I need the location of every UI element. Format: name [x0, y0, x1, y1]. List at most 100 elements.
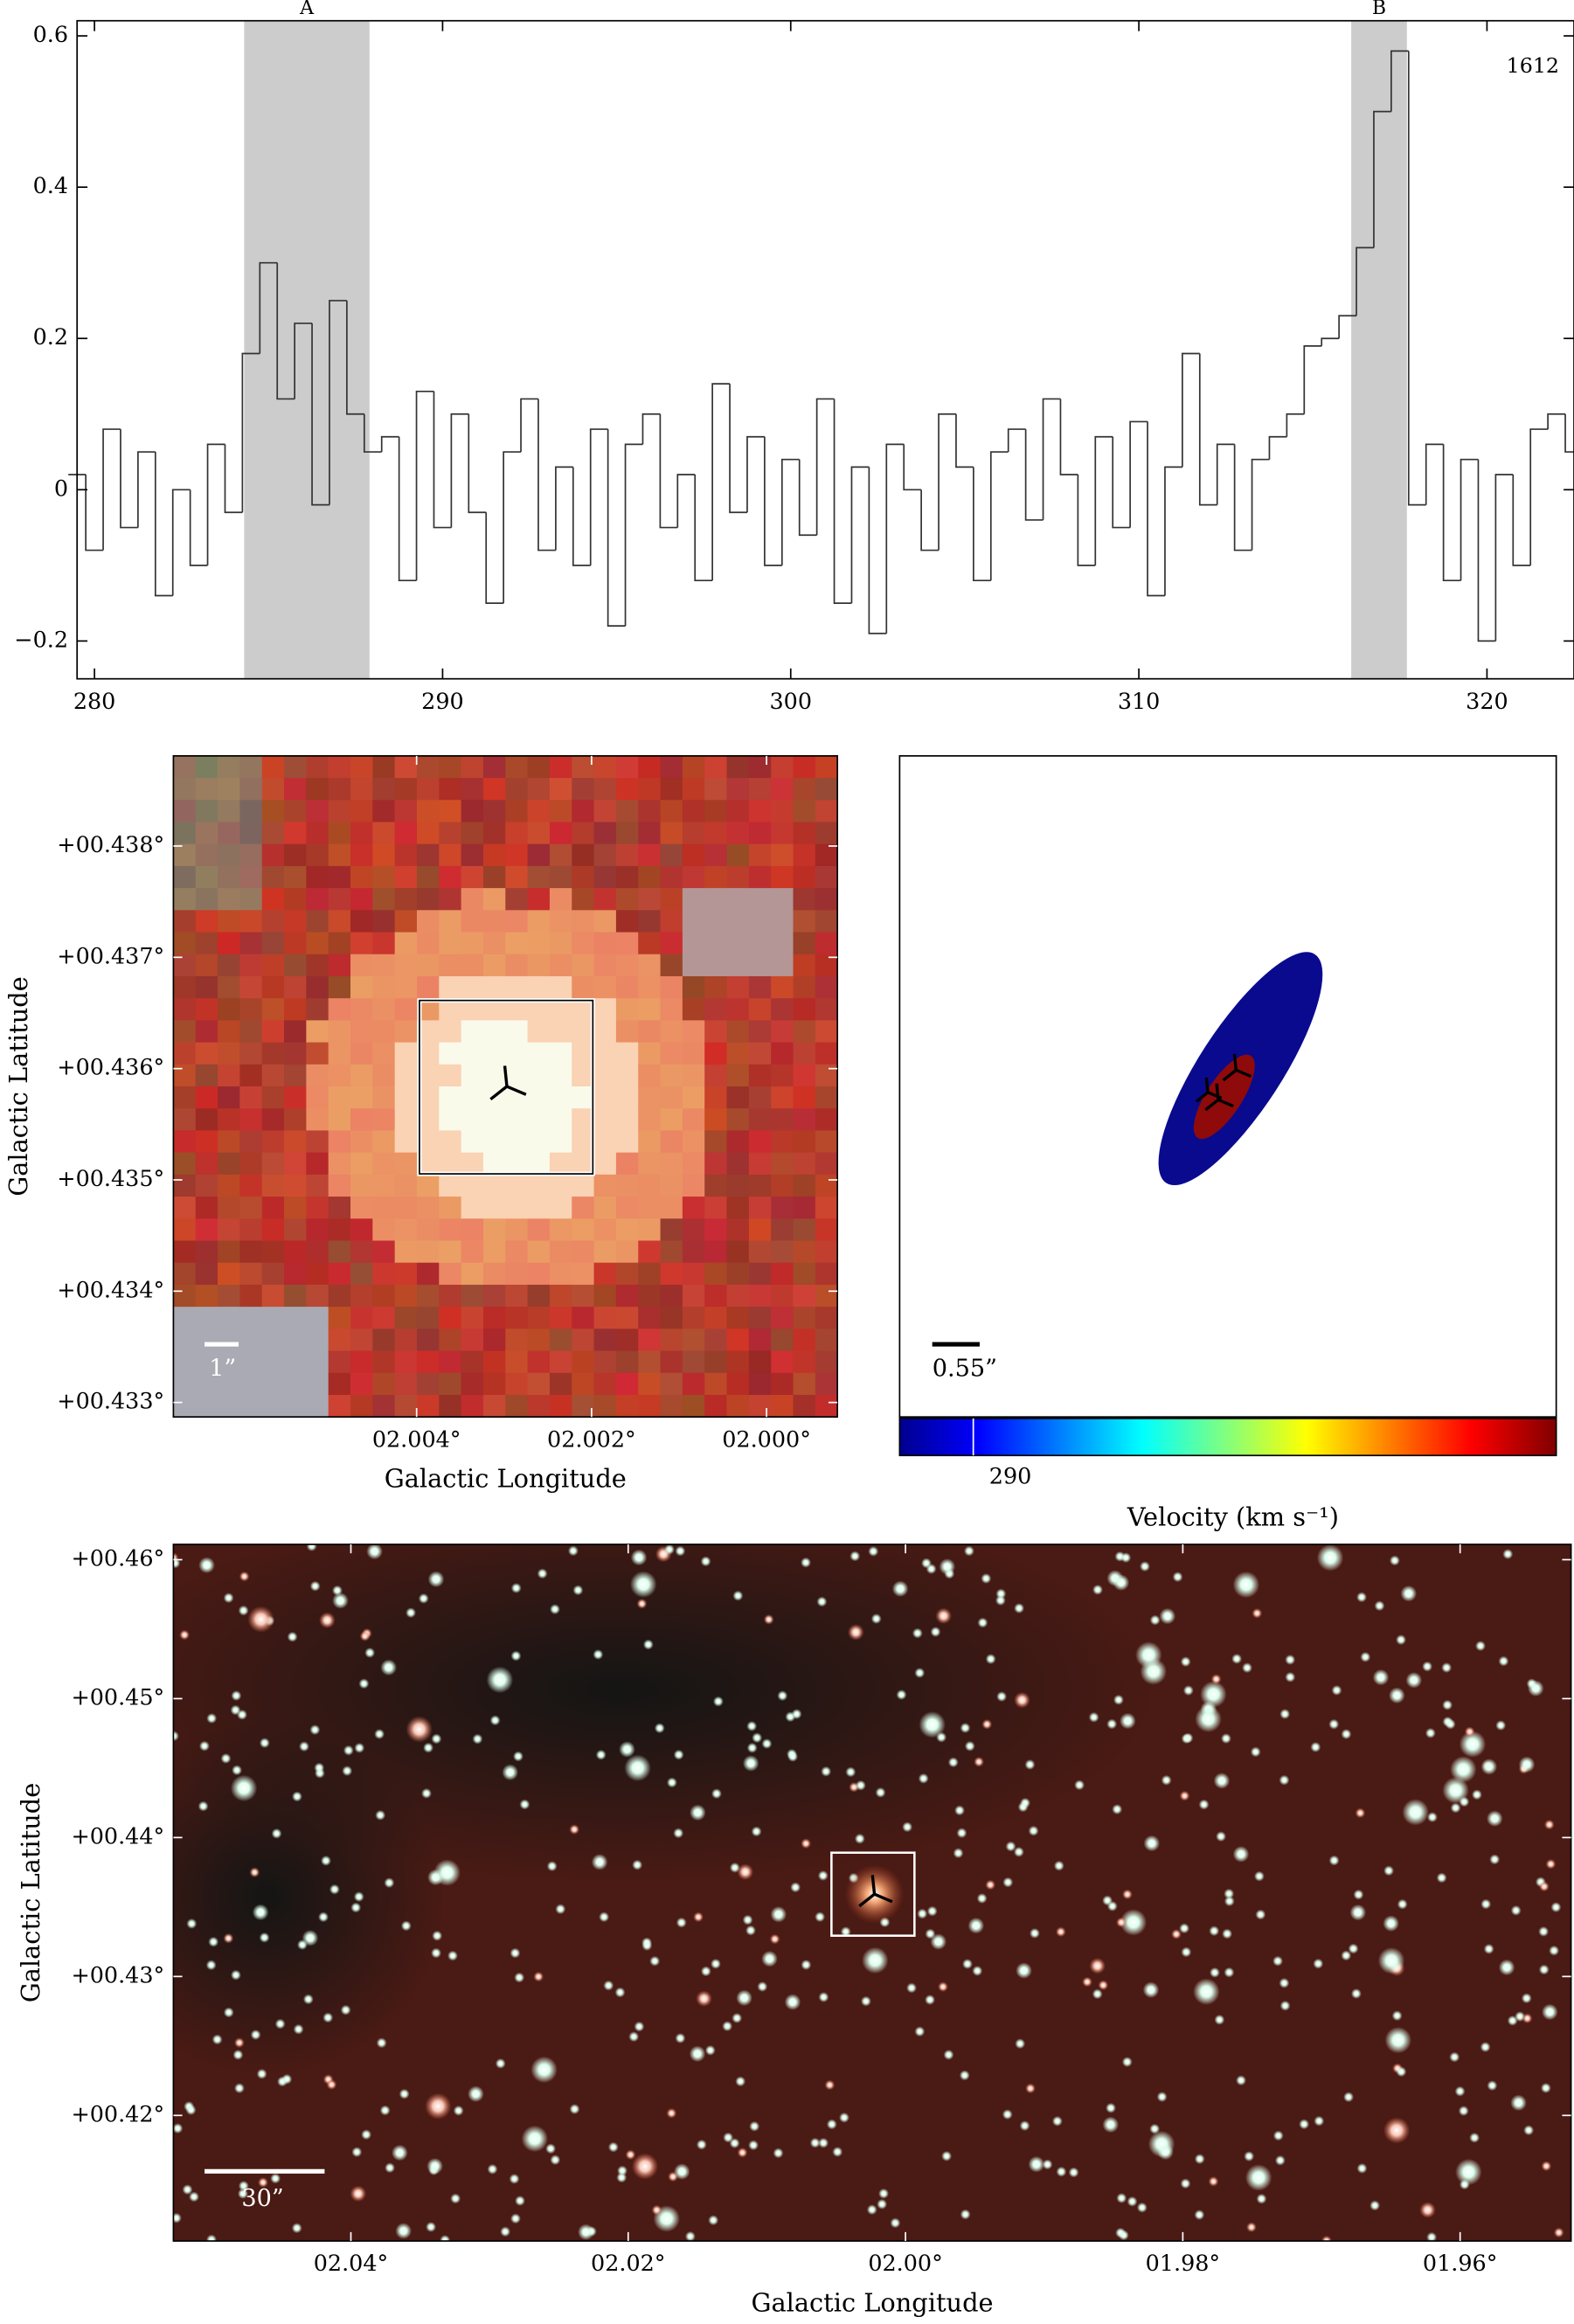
pixel — [239, 954, 263, 977]
star — [1389, 1687, 1405, 1704]
maser-marker — [1195, 1091, 1210, 1103]
pixel — [682, 1240, 706, 1264]
pixel — [660, 1394, 683, 1419]
pixel — [726, 800, 750, 823]
pixel — [173, 1284, 197, 1308]
star — [1179, 1923, 1190, 1934]
star — [729, 2138, 740, 2149]
pixel — [771, 1174, 794, 1197]
pixel — [173, 1130, 197, 1154]
star — [1015, 2038, 1026, 2050]
star — [578, 2223, 594, 2241]
pixel — [372, 1152, 396, 1176]
pixel — [218, 1042, 241, 1065]
pixel — [704, 1240, 728, 1264]
pixel — [549, 1218, 573, 1242]
pixel — [284, 1108, 308, 1132]
pixel — [372, 755, 396, 779]
pixel — [261, 865, 285, 889]
spectrum-step — [1077, 475, 1096, 566]
pixel — [195, 1152, 218, 1176]
pixel — [195, 1197, 218, 1220]
y-tick-label: −0.2 — [14, 626, 68, 652]
pixel — [261, 932, 285, 955]
pixel — [660, 843, 683, 867]
pixel — [549, 975, 573, 1000]
pixel — [638, 910, 662, 933]
pixel — [704, 888, 728, 912]
x-axis-label: Galactic Longitude — [385, 1464, 627, 1494]
pixel — [482, 778, 507, 801]
star — [1356, 2163, 1368, 2174]
y-tick-label: +00.437° — [57, 942, 164, 968]
star — [550, 1604, 560, 1615]
pixel — [416, 865, 440, 889]
star — [1135, 1641, 1162, 1668]
spectrum-step — [1268, 435, 1287, 460]
star — [354, 1742, 365, 1753]
star — [675, 1545, 686, 1557]
spectrum-step — [973, 467, 991, 582]
pixel — [527, 865, 551, 889]
pixel — [726, 755, 750, 779]
star — [1005, 1841, 1016, 1852]
pixel — [771, 1394, 794, 1419]
star — [274, 2018, 286, 2029]
field-image — [173, 1544, 1571, 2242]
maser-marker — [1232, 1053, 1238, 1071]
pixel — [660, 1284, 683, 1308]
pixel — [218, 1020, 241, 1044]
pixel — [704, 1042, 728, 1065]
star — [1331, 1685, 1342, 1696]
pixel — [350, 778, 374, 801]
pixel — [350, 1197, 374, 1220]
pixel — [682, 1372, 706, 1396]
pixel — [793, 1042, 816, 1065]
spectrum-step — [1216, 443, 1235, 505]
pixel — [527, 1284, 551, 1308]
star — [318, 1911, 329, 1923]
pixel — [394, 1394, 418, 1419]
pixel — [218, 1086, 241, 1110]
pixel — [726, 1394, 750, 1419]
pixel — [284, 1130, 308, 1154]
star — [1232, 1846, 1250, 1863]
pixel — [505, 800, 529, 823]
star — [906, 1982, 917, 1994]
pixel — [704, 1307, 728, 1330]
pixel — [593, 1372, 617, 1396]
pixel — [372, 1240, 396, 1264]
pixel — [771, 1152, 794, 1176]
velocity-region — [1193, 1054, 1255, 1140]
spectrum-step — [259, 261, 278, 354]
pixel — [505, 1372, 529, 1396]
pixel — [615, 975, 640, 1000]
star — [1469, 2132, 1480, 2143]
star — [1464, 1726, 1475, 1738]
pixel — [372, 1394, 396, 1419]
pixel — [793, 1284, 816, 1308]
star — [173, 1731, 179, 1742]
pixel — [261, 1020, 285, 1044]
star — [684, 2230, 696, 2242]
pixel — [306, 1130, 329, 1154]
region-label: A — [299, 0, 315, 19]
star — [1274, 2154, 1286, 2166]
star — [696, 2139, 707, 2150]
spectrum-step — [659, 413, 678, 529]
pixel — [704, 1174, 728, 1197]
y-tick-label: +00.438° — [57, 831, 164, 857]
pixel — [261, 975, 285, 1000]
pixel — [815, 843, 839, 867]
pixel — [261, 1152, 285, 1176]
star — [281, 2073, 293, 2085]
pixel — [660, 1262, 683, 1286]
pixel — [195, 975, 218, 1000]
pixel — [284, 865, 308, 889]
pixel — [638, 1042, 662, 1065]
pixel — [394, 932, 418, 955]
spectrum-step — [1059, 399, 1078, 475]
pixel — [372, 1086, 396, 1110]
spectrum-step — [85, 475, 104, 552]
pixel — [793, 1130, 816, 1154]
